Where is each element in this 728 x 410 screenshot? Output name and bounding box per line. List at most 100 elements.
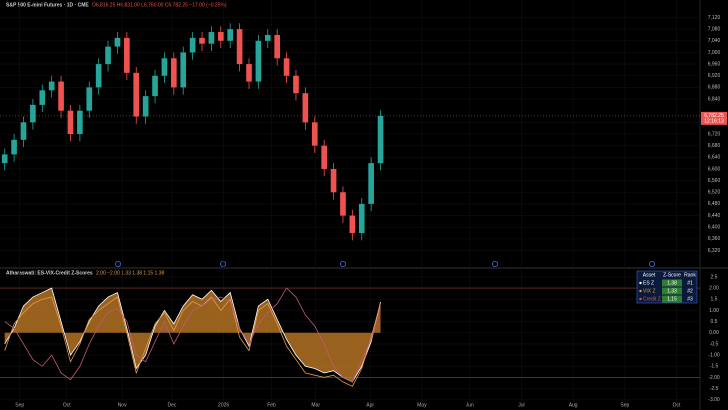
y-tick-label: 6,640: [708, 155, 721, 161]
x-tick-label: Sep: [15, 402, 24, 408]
table-cell-bg: [662, 287, 682, 295]
y-tick-label: 7,080: [708, 26, 721, 32]
table-cell: 1.15: [667, 296, 677, 302]
y-tick-label: 2.5: [711, 274, 718, 280]
y-tick-label: -1.00: [708, 352, 720, 358]
candle-body: [377, 115, 384, 164]
table-cell: 1.38: [667, 280, 677, 286]
y-tick-label: 6,840: [708, 96, 721, 102]
event-icon[interactable]: [339, 260, 346, 267]
table-header: Rank: [684, 272, 696, 278]
y-tick-label: 6,320: [708, 248, 721, 254]
x-tick-label: Oct: [63, 402, 71, 408]
y-tick-label: 6,600: [708, 166, 721, 172]
legend-swatch: [639, 289, 642, 293]
legend-table: Asset Z-Score Rank ES Z 1.38 #1 VIX Z 1.33 #2 Cre…: [636, 270, 698, 304]
candle-body: [30, 104, 36, 123]
y-tick-label: 6,440: [708, 213, 721, 219]
candle-body: [321, 145, 327, 169]
y-tick-label: 6,400: [708, 225, 721, 231]
candle-body: [330, 168, 337, 193]
candle-body: [133, 72, 140, 117]
candle-body: [142, 96, 149, 117]
candle-body: [20, 122, 27, 140]
candle-body: [114, 37, 121, 47]
candle-body: [340, 192, 346, 216]
ohlc-header: O6,816.25 H6,831.00 L6,760.00 C6,782.25 …: [92, 2, 227, 8]
y-tick-label: 1.00: [709, 308, 719, 314]
y-tick-label: 0.5: [711, 319, 718, 325]
candle-body: [124, 37, 130, 73]
x-tick-label: Nov: [118, 402, 127, 408]
x-tick-label: 2026: [218, 402, 229, 408]
table-cell: #2: [687, 288, 693, 294]
candle-body: [152, 75, 158, 97]
candle-body: [86, 87, 93, 111]
x-tick-label: Jun: [466, 402, 474, 408]
x-tick-label: Sep: [620, 402, 629, 408]
candle-body: [358, 203, 365, 234]
candle-body: [48, 81, 55, 91]
last-price-label: 6,782.25: [704, 113, 724, 119]
table-cell: 1.33: [667, 288, 677, 294]
candle-body: [283, 58, 290, 76]
candle-body: [189, 37, 196, 53]
candle-body: [171, 58, 177, 88]
y-tick-label: -2.5: [710, 386, 719, 392]
y-tick-label: 1.5: [711, 297, 718, 303]
last-price-badge: [701, 111, 727, 125]
event-icon[interactable]: [649, 260, 656, 267]
z-score-area: [4, 288, 381, 382]
x-tick-label: Jul: [518, 402, 524, 408]
x-tick-label: Dec: [167, 402, 176, 408]
table-cell-bg: [662, 295, 682, 303]
candle-body: [274, 34, 280, 59]
candle-body: [95, 64, 102, 88]
indicator-title: Atharaswati: ES-VIX-Credit Z-Scores: [6, 270, 93, 276]
candle-body: [199, 37, 205, 44]
event-icons: [115, 260, 656, 267]
candle-body: [368, 163, 374, 204]
y-tick-label: 6,720: [708, 131, 721, 137]
candle-body: [236, 29, 243, 65]
table-cell: #1: [687, 280, 693, 286]
candle-body: [349, 215, 356, 234]
y-tick-label: 6,880: [708, 85, 721, 91]
candle-body: [208, 32, 215, 44]
y-tick-label: 6,480: [708, 201, 721, 207]
event-icon[interactable]: [491, 260, 498, 267]
table-header: Z-Score: [663, 272, 681, 278]
table-cell: VIX Z: [643, 288, 656, 294]
x-tick-label: Mar: [311, 402, 320, 408]
candle-body: [227, 29, 234, 41]
y-tick-label: 6,920: [708, 73, 721, 79]
y-tick-label: 6,560: [708, 178, 721, 184]
y-tick-label: -1.5: [710, 364, 719, 370]
table-cell: #3: [687, 296, 693, 302]
y-tick-label: -0.5: [710, 341, 719, 347]
table-cell-bg: [662, 279, 682, 287]
z-score-line: [4, 287, 381, 383]
candle-body: [264, 34, 271, 41]
y-tick-label: -2.00: [708, 375, 720, 381]
y-tick-label: -3.00: [708, 397, 720, 403]
y-tick-label: 7,120: [708, 15, 721, 21]
legend-swatch: [639, 281, 642, 285]
y-tick-label: 6,360: [708, 236, 721, 242]
candle-body: [161, 58, 168, 76]
candle-body: [1, 154, 8, 164]
candle-body: [180, 52, 187, 88]
y-tick-label: 0.00: [709, 330, 719, 336]
x-tick-label: Apr: [366, 402, 374, 408]
candle-body: [255, 40, 262, 82]
z-score-line: [4, 287, 381, 383]
event-icon[interactable]: [115, 260, 122, 267]
x-tick-label: Feb: [267, 402, 276, 408]
y-tick-label: 7,040: [708, 38, 721, 44]
candle-body: [246, 64, 252, 82]
x-tick-label: Oct: [673, 402, 681, 408]
indicator-values: 2.00 −2.00 1.33 1.38 1.15 1.38: [96, 270, 164, 276]
event-icon[interactable]: [219, 260, 226, 267]
